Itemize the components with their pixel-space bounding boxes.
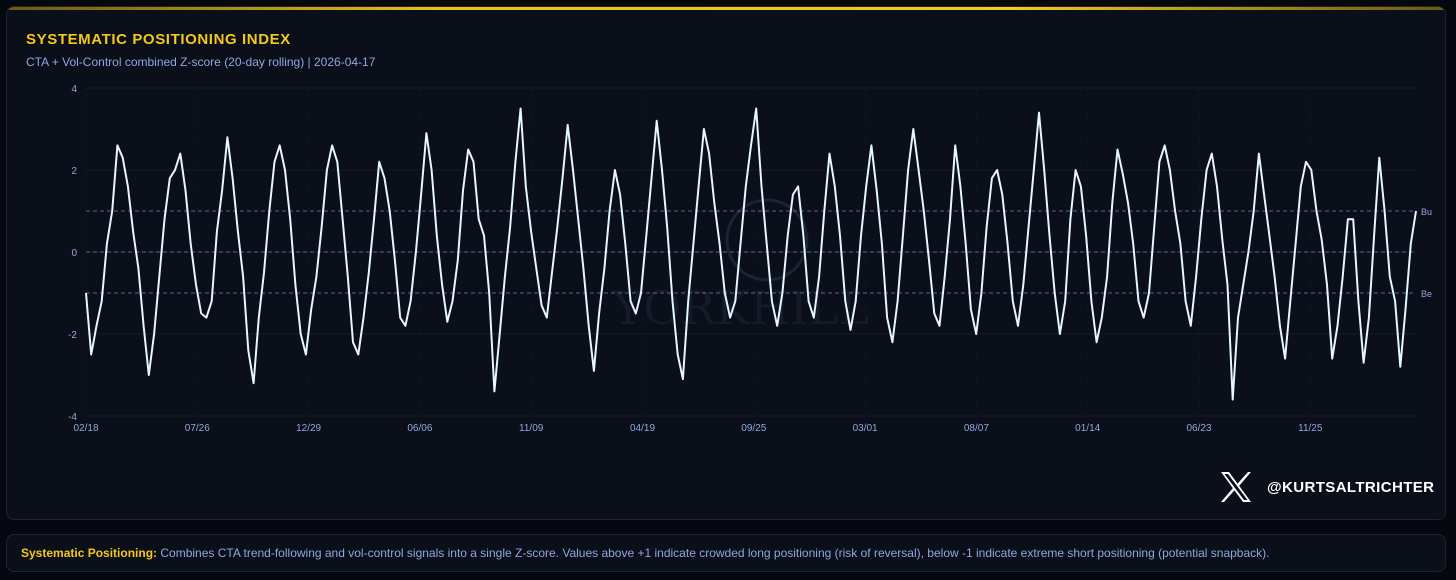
x-tick-label: 08/07 xyxy=(964,423,989,434)
handle-text: @KURTSALTRICHTER xyxy=(1267,478,1435,496)
y-tick-label: 0 xyxy=(71,248,77,259)
x-tick-label: 12/29 xyxy=(296,423,321,434)
chart-subtitle: CTA + Vol-Control combined Z-score (20-d… xyxy=(26,55,376,69)
x-tick-label: 11/25 xyxy=(1298,423,1323,434)
watermark-text: YORKHILL xyxy=(612,281,869,335)
y-tick-label: 2 xyxy=(71,166,77,177)
series-line xyxy=(85,107,1417,401)
x-tick-label: 01/14 xyxy=(1075,423,1100,434)
watermark: YORKHILL xyxy=(612,198,869,335)
x-tick-label: 02/18 xyxy=(73,423,98,434)
y-tick-label: -2 xyxy=(68,330,77,341)
chart-panel: SYSTEMATIC POSITIONING INDEX CTA + Vol-C… xyxy=(6,6,1446,520)
x-tick-label: 11/09 xyxy=(519,423,544,434)
reference-label: Bu xyxy=(1421,207,1432,217)
y-tick-label: 4 xyxy=(71,84,77,95)
x-tick-label: 06/23 xyxy=(1186,423,1211,434)
line-chart: YORKHILL Bu Be 4 2 0 -2 -4 02/18 07/26 12/29 06/… xyxy=(68,84,1432,434)
watermark-emblem xyxy=(725,198,809,282)
chart-title: SYSTEMATIC POSITIONING INDEX xyxy=(26,31,291,48)
x-tick-label: 06/06 xyxy=(407,423,432,434)
x-tick-label: 07/26 xyxy=(185,423,210,434)
x-tick-label: 04/19 xyxy=(630,423,655,434)
social-handle[interactable]: @KURTSALTRICHTER xyxy=(1219,469,1434,505)
footer-note: Systematic Positioning: Combines CTA tre… xyxy=(6,534,1446,572)
accent-bar xyxy=(7,7,1445,10)
x-logo-icon xyxy=(1221,472,1251,502)
x-tick-label: 09/25 xyxy=(741,423,766,434)
x-tick-label: 03/01 xyxy=(853,423,878,434)
footer-label: Systematic Positioning: xyxy=(21,546,158,560)
y-tick-label: -4 xyxy=(68,412,77,423)
reference-label: Be xyxy=(1421,289,1432,299)
footer-text: Combines CTA trend-following and vol-con… xyxy=(157,546,1270,560)
